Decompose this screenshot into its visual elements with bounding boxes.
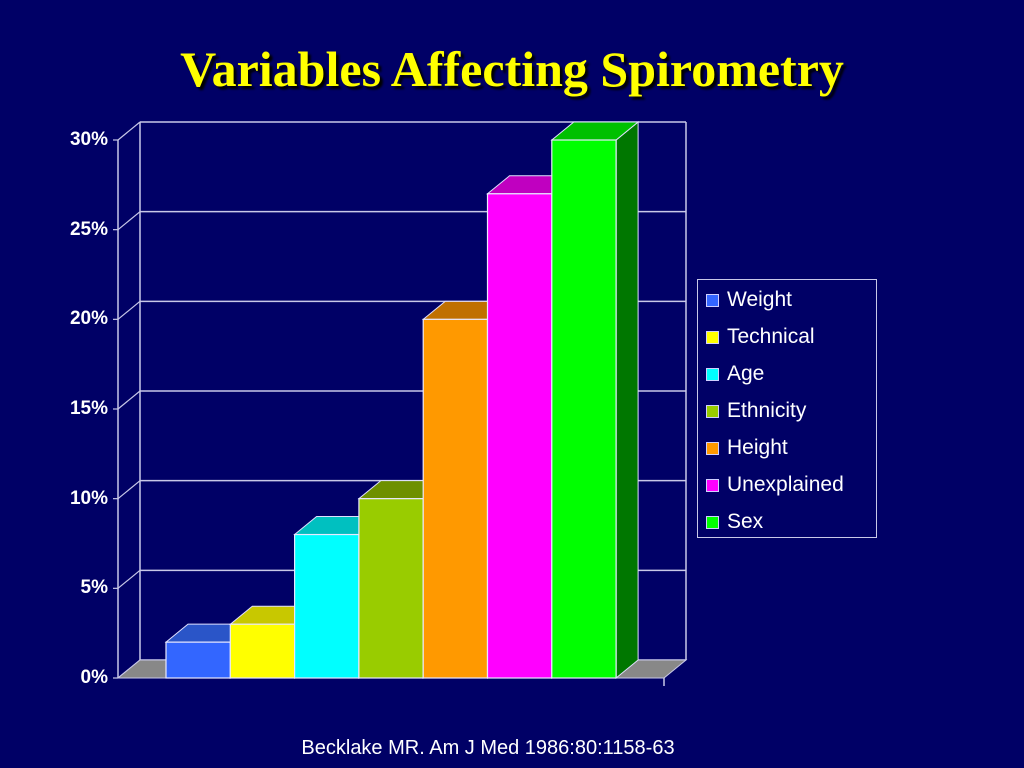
- bar-unexplained: [486, 193, 553, 679]
- legend-swatch: [706, 515, 719, 529]
- y-tick-label: 10%: [69, 487, 108, 509]
- legend-swatch: [706, 404, 719, 418]
- y-tick-label: 5%: [80, 577, 108, 599]
- legend-item-technical: Technical: [706, 325, 815, 349]
- bar-weight: [165, 641, 231, 679]
- legend-label: Weight: [727, 288, 792, 311]
- legend-item-age: Age: [706, 362, 764, 386]
- bar-technical: [229, 623, 296, 679]
- y-tick-label: 25%: [69, 218, 108, 240]
- legend-swatch: [706, 441, 719, 455]
- y-tick-label: 20%: [69, 308, 108, 330]
- legend-item-unexplained: Unexplained: [706, 473, 844, 497]
- legend-item-height: Height: [706, 436, 788, 460]
- legend-label: Unexplained: [727, 473, 844, 496]
- legend-swatch: [706, 293, 719, 307]
- chart-legend: Weight Technical Age Ethnicity Height Un…: [697, 279, 877, 538]
- y-tick-label: 15%: [69, 398, 108, 419]
- bar-age: [294, 533, 360, 679]
- y-tick-label: 30%: [69, 129, 108, 150]
- legend-swatch: [706, 367, 719, 381]
- legend-label: Age: [727, 362, 765, 385]
- legend-item-ethnicity: Ethnicity: [706, 399, 806, 423]
- legend-label: Sex: [727, 510, 764, 533]
- slide-title: Variables Affecting Spirometry: [180, 41, 844, 97]
- legend-label: Height: [727, 436, 788, 459]
- legend-swatch: [706, 330, 719, 344]
- bar-ethnicity: [358, 498, 424, 679]
- legend-item-sex: Sex: [706, 510, 763, 534]
- legend-label: Technical: [727, 325, 815, 348]
- bar-height: [422, 318, 489, 679]
- legend-swatch: [706, 478, 719, 492]
- y-tick-label: 0%: [80, 667, 108, 688]
- bar-sex: [551, 139, 617, 679]
- legend-item-weight: Weight: [706, 288, 792, 312]
- legend-label: Ethnicity: [727, 399, 807, 422]
- citation: Becklake MR. Am J Med 1986:80:1158-63: [301, 737, 675, 759]
